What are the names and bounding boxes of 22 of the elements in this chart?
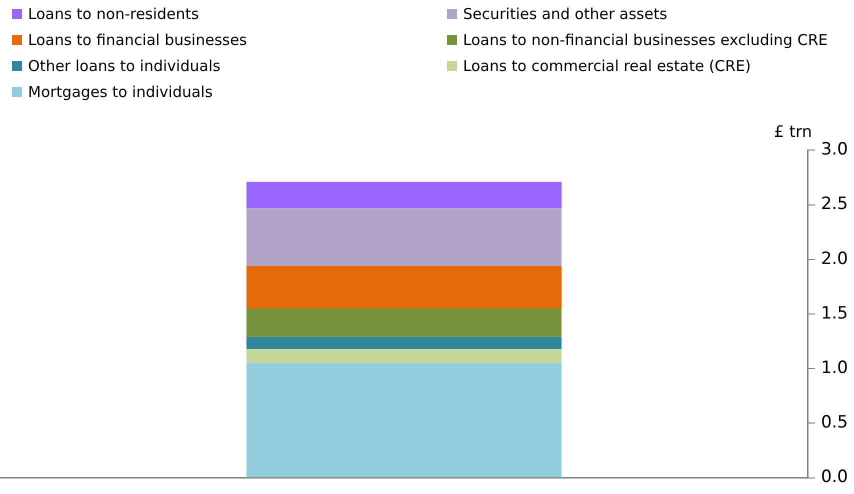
bar — [246, 308, 562, 337]
legend-label: Loans to non-residents — [28, 5, 199, 23]
bar — [246, 336, 562, 349]
y-tick-label: 0.5 — [820, 412, 848, 433]
bar — [246, 182, 562, 208]
legend-label: Other loans to individuals — [28, 57, 220, 75]
y-axis-title: £ trn — [774, 122, 812, 141]
bar — [246, 266, 562, 309]
legend-label: Securities and other assets — [463, 5, 668, 23]
legend-label: Mortgages to individuals — [28, 83, 213, 101]
legend-label: Loans to non-financial businesses excluding CRE — [463, 31, 828, 49]
y-tick-label: 2.5 — [820, 194, 848, 214]
bar — [246, 363, 562, 478]
y-tick-label: 0.0 — [820, 467, 848, 488]
y-tick-label: 2.0 — [820, 248, 848, 269]
y-tick-label: 1.0 — [820, 358, 848, 378]
y-tick-label: 1.5 — [820, 303, 848, 324]
y-tick-label: 3.0 — [820, 140, 848, 160]
bar — [246, 348, 562, 364]
legend-label: Loans to commercial real estate (CRE) — [463, 57, 751, 75]
bar — [246, 208, 562, 266]
legend-label: Loans to financial businesses — [28, 31, 247, 49]
